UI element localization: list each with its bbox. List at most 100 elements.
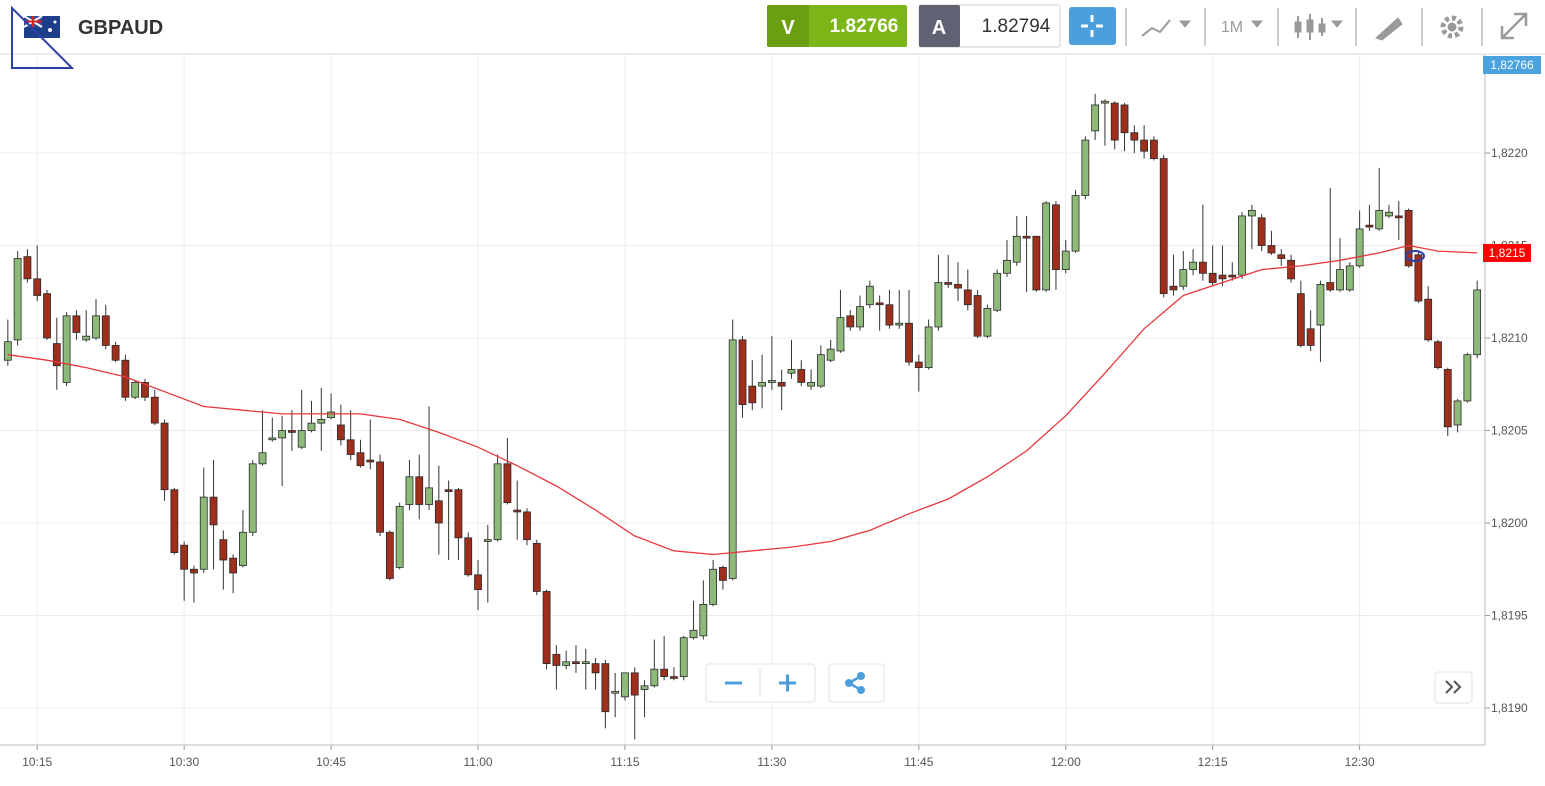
candle-body bbox=[591, 663, 600, 674]
candle-body bbox=[493, 463, 502, 541]
candle-body bbox=[1385, 211, 1393, 217]
candle-body bbox=[1296, 293, 1305, 346]
candle-body bbox=[640, 685, 649, 690]
candle-body bbox=[934, 282, 943, 328]
candle-body bbox=[121, 359, 130, 398]
candle-body bbox=[562, 661, 571, 666]
buy-label: A bbox=[932, 17, 946, 39]
candle-body bbox=[82, 335, 91, 341]
candle-body bbox=[1130, 132, 1139, 141]
candle-body bbox=[141, 382, 149, 398]
candle-body bbox=[248, 463, 257, 533]
candle-body bbox=[1424, 298, 1433, 341]
candle-body bbox=[464, 537, 473, 576]
candle-body bbox=[190, 568, 198, 574]
candle-body bbox=[150, 396, 159, 424]
candle-body bbox=[288, 430, 296, 433]
candle-body bbox=[72, 315, 81, 333]
candle-body bbox=[1287, 259, 1295, 280]
candle-body bbox=[327, 411, 335, 418]
candle-body bbox=[52, 343, 61, 367]
candle-body bbox=[1326, 282, 1335, 291]
y-tick-label: 1,8195 bbox=[1491, 609, 1528, 623]
timeframe[interactable]: 1M bbox=[1221, 19, 1243, 36]
candle-body bbox=[787, 369, 796, 374]
candle-body bbox=[914, 361, 923, 369]
candle-body bbox=[268, 437, 277, 441]
candle-body bbox=[748, 385, 757, 404]
candle-body bbox=[1365, 224, 1374, 228]
candle-body bbox=[846, 315, 855, 328]
candle-body bbox=[689, 629, 698, 639]
candle-body bbox=[180, 544, 189, 570]
candle-body bbox=[885, 304, 894, 326]
candle-body bbox=[1091, 104, 1100, 132]
candle-body bbox=[336, 424, 345, 441]
candle-body bbox=[33, 278, 42, 296]
candle-body bbox=[1120, 104, 1129, 134]
candle-body bbox=[983, 308, 992, 337]
candle-body bbox=[1012, 235, 1021, 263]
share-button[interactable] bbox=[828, 663, 885, 703]
y-tick-label: 1,8210 bbox=[1491, 331, 1528, 345]
candle-body bbox=[1198, 261, 1207, 274]
candle-body bbox=[1355, 228, 1364, 267]
candle-body bbox=[376, 461, 384, 533]
x-tick-label: 10:15 bbox=[22, 755, 52, 769]
candle-body bbox=[297, 430, 306, 448]
scroll-right[interactable] bbox=[1434, 671, 1473, 704]
crosshair-button[interactable] bbox=[1069, 7, 1116, 45]
candle-body bbox=[160, 422, 169, 491]
y-tick-label: 1,8190 bbox=[1491, 701, 1528, 715]
candle-body bbox=[816, 354, 825, 387]
candle-body bbox=[23, 256, 32, 280]
candle-body bbox=[1228, 274, 1237, 278]
candle-body bbox=[1032, 235, 1041, 291]
candle-body bbox=[62, 315, 71, 383]
candle-body bbox=[1473, 289, 1482, 356]
candle-body bbox=[924, 326, 933, 369]
zoom-controls[interactable] bbox=[705, 663, 816, 703]
drawing-ellipse bbox=[1405, 250, 1425, 262]
candle-body bbox=[1140, 139, 1149, 152]
sell-label: V bbox=[781, 17, 795, 39]
y-tick-label: 1,8205 bbox=[1491, 424, 1528, 438]
symbol: GBPAUD bbox=[78, 17, 163, 39]
candle-body bbox=[13, 258, 22, 341]
flag bbox=[23, 15, 60, 38]
candle-body bbox=[395, 505, 404, 568]
candle-body bbox=[317, 419, 326, 424]
candle-body bbox=[1150, 139, 1158, 159]
moving-average bbox=[7, 244, 1478, 556]
candle-body bbox=[1208, 272, 1217, 283]
candle-body bbox=[1071, 195, 1080, 252]
candle-body bbox=[483, 539, 492, 542]
plot-area: 1,8190 1,8195 1,8200 1,8205 1,8210 1,8215 1,82… bbox=[0, 55, 1541, 769]
sell-button[interactable]: V 1.82766 bbox=[767, 5, 907, 47]
y-tick-label: 1,8220 bbox=[1491, 146, 1528, 160]
candle-body bbox=[434, 500, 443, 524]
candle-body bbox=[1247, 209, 1256, 217]
average-tag-bg bbox=[1483, 243, 1531, 262]
candle-body bbox=[1169, 285, 1178, 291]
candle-body bbox=[278, 430, 287, 439]
x-tick-label: 12:00 bbox=[1051, 755, 1081, 769]
average-tag: 1,8215 bbox=[1489, 246, 1526, 260]
candle-body bbox=[954, 283, 962, 289]
candle-body bbox=[1443, 369, 1452, 428]
candle-body bbox=[1061, 250, 1070, 270]
candle-body bbox=[905, 322, 913, 363]
candle-body bbox=[621, 672, 629, 698]
candle-body bbox=[111, 345, 120, 361]
candle-body bbox=[307, 422, 316, 431]
candle-body bbox=[1022, 235, 1031, 239]
candle-body bbox=[699, 604, 708, 637]
candle-body bbox=[865, 285, 874, 306]
candle-body bbox=[1257, 217, 1266, 246]
candle-body bbox=[1179, 269, 1188, 287]
candle-body bbox=[258, 452, 267, 465]
buy-button[interactable]: A 1.82794 bbox=[918, 4, 1061, 48]
candle-body bbox=[1110, 102, 1119, 141]
